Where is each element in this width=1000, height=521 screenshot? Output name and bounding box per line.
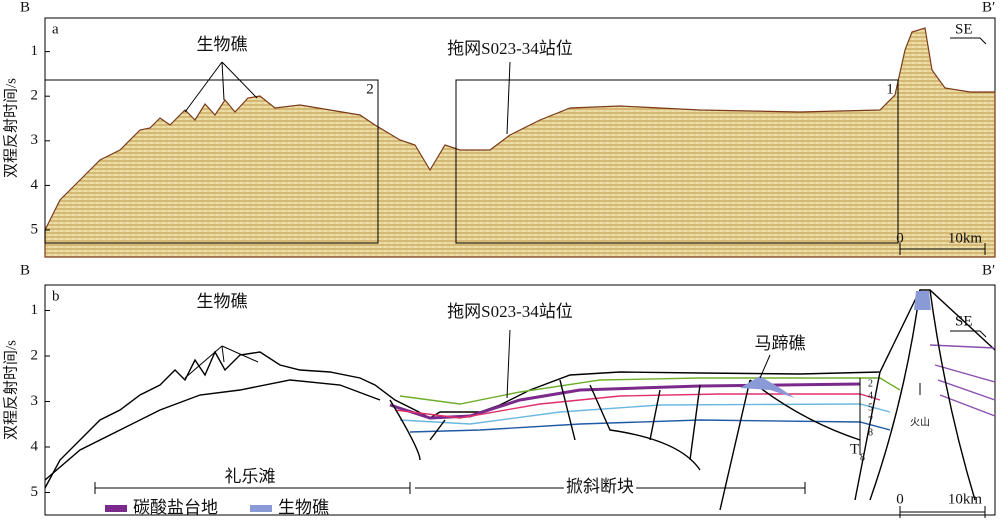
legend-label: 生物礁 xyxy=(278,498,329,517)
y-tick-label: 1 xyxy=(31,43,39,59)
scale-start: 0 xyxy=(896,491,904,507)
right-end: B′ xyxy=(982,262,995,278)
panel-label: a xyxy=(52,21,59,37)
box-2 xyxy=(44,79,379,244)
direction-arrow xyxy=(950,330,987,338)
y-tick-label: 2 xyxy=(31,88,39,104)
annotation: 生物礁 xyxy=(197,292,248,311)
scale-end: 10km xyxy=(948,491,983,507)
base-line xyxy=(44,379,381,481)
box-label: 1 xyxy=(886,81,894,97)
horizon-label: 7 xyxy=(868,415,873,426)
box-1 xyxy=(455,79,899,244)
legend-swatch xyxy=(105,505,127,512)
y-tick-label: 4 xyxy=(31,438,39,454)
reef-fill xyxy=(914,291,931,310)
direction: SE xyxy=(955,313,973,329)
arrows xyxy=(184,61,511,135)
scale-bar xyxy=(899,243,986,255)
y-tick-label: 5 xyxy=(31,484,39,500)
y-tick-label: 1 xyxy=(31,302,39,318)
y-axis-label: 双程反射时间/s xyxy=(2,340,19,440)
y-tick-label: 2 xyxy=(31,347,39,363)
interpretation xyxy=(44,289,996,511)
y-tick-label: 3 xyxy=(31,132,39,148)
scale-start: 0 xyxy=(896,230,904,246)
horizon xyxy=(399,403,891,425)
seafloor xyxy=(44,289,996,489)
annotation: 拖网S023-34站位 xyxy=(447,39,573,58)
arrows xyxy=(184,329,921,455)
scale-bar xyxy=(899,506,986,518)
horizon-label: 8 xyxy=(868,427,873,438)
panel-label: b xyxy=(52,288,60,304)
volcano xyxy=(869,289,976,501)
base-horizon: T xyxy=(850,441,859,457)
zone-label: 掀斜断块 xyxy=(566,477,634,496)
platform xyxy=(389,382,861,420)
annotation: 马蹄礁 xyxy=(755,334,806,353)
legend-swatch xyxy=(250,505,272,512)
reef-fill xyxy=(740,376,795,398)
horizon-label: 4 xyxy=(868,390,873,401)
y-axis-label: 双程反射时间/s xyxy=(2,78,19,178)
horizon xyxy=(389,371,881,511)
horizon xyxy=(929,344,996,417)
y-tick-label: 4 xyxy=(31,177,39,193)
right-end: B′ xyxy=(982,0,995,15)
legend-label: 碳酸盐台地 xyxy=(133,498,218,517)
annotation: 生物礁 xyxy=(197,35,248,54)
direction-arrow xyxy=(950,37,987,45)
horizon-label: 2 xyxy=(868,378,873,389)
annotation: 火山 xyxy=(910,416,930,428)
left-end: B xyxy=(20,262,30,278)
left-end: B xyxy=(20,0,30,15)
y-tick-label: 3 xyxy=(31,393,39,409)
box-label: 2 xyxy=(366,81,374,97)
scale-end: 10km xyxy=(948,230,983,246)
annotation: 拖网S023-34站位 xyxy=(447,302,573,321)
base-horizon-sub: 8 xyxy=(860,452,865,463)
seismic-image xyxy=(44,27,996,258)
horizon-label: 5 xyxy=(868,402,873,413)
zone-label: 礼乐滩 xyxy=(225,467,276,486)
zone-arrows xyxy=(94,482,806,494)
horizon xyxy=(409,419,891,433)
direction: SE xyxy=(955,21,973,37)
horizon xyxy=(399,377,901,405)
y-tick-label: 5 xyxy=(31,221,39,237)
